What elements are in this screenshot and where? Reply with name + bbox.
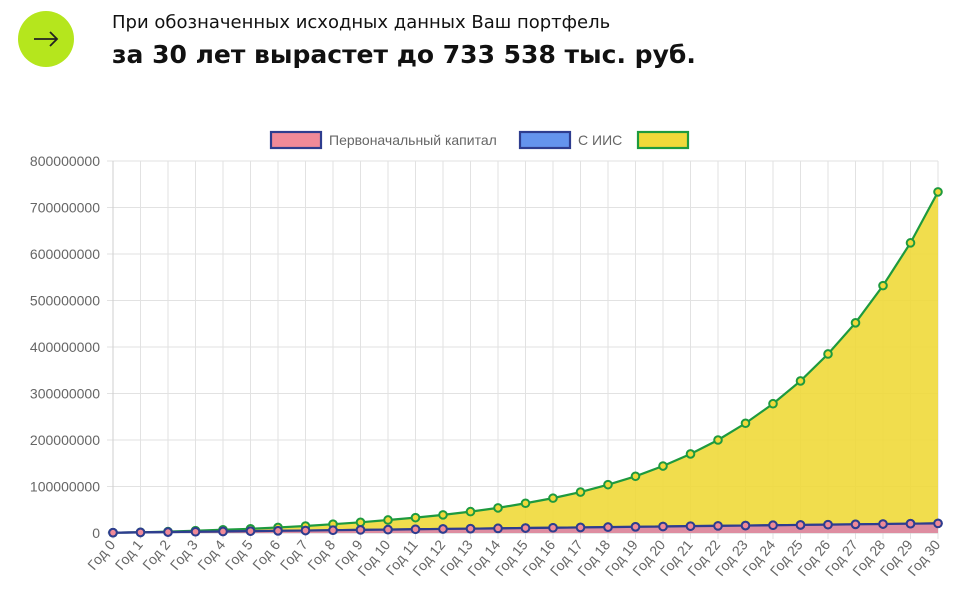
data-point-initial-capital bbox=[438, 524, 448, 534]
data-point-total bbox=[493, 503, 503, 513]
data-point-total bbox=[520, 498, 531, 509]
data-point-initial-capital bbox=[713, 521, 723, 531]
data-point-initial-capital bbox=[850, 519, 861, 530]
data-point-total bbox=[713, 435, 723, 445]
data-point-total bbox=[630, 471, 641, 482]
data-point-total bbox=[383, 515, 393, 525]
data-point-total bbox=[548, 493, 558, 503]
series-area-total bbox=[113, 191, 938, 533]
data-point-initial-capital bbox=[548, 522, 558, 533]
y-tick-label: 200000000 bbox=[30, 432, 100, 448]
data-point-total bbox=[740, 418, 751, 429]
data-point-total bbox=[905, 238, 916, 248]
data-point-initial-capital bbox=[795, 520, 806, 530]
data-point-initial-capital bbox=[245, 526, 256, 536]
legend-swatch-total bbox=[636, 130, 690, 150]
data-point-total bbox=[438, 510, 448, 520]
data-point-initial-capital bbox=[300, 525, 311, 536]
data-point-initial-capital bbox=[520, 523, 531, 533]
result-title: за 30 лет вырастет до 733 538 тыс. руб. bbox=[112, 40, 696, 69]
y-tick-label: 600000000 bbox=[30, 246, 100, 262]
x-tick-label: Год 8 bbox=[304, 536, 338, 572]
x-tick-label: Год 4 bbox=[194, 536, 228, 572]
legend-label-initial-capital: Первоначальный капитал bbox=[329, 132, 497, 148]
arrow-right-icon bbox=[34, 31, 59, 47]
data-point-initial-capital bbox=[108, 527, 118, 538]
data-point-initial-capital bbox=[410, 524, 421, 535]
data-point-total bbox=[658, 461, 668, 471]
data-point-initial-capital bbox=[355, 525, 366, 535]
data-point-initial-capital bbox=[328, 525, 338, 536]
x-tick-label: Год 6 bbox=[249, 536, 283, 572]
data-point-total bbox=[410, 512, 421, 523]
x-tick-label: Год 2 bbox=[139, 536, 173, 572]
y-tick-label: 500000000 bbox=[30, 293, 100, 309]
data-point-total bbox=[933, 187, 943, 197]
data-point-total bbox=[575, 487, 586, 497]
y-tick-label: 300000000 bbox=[30, 386, 100, 402]
x-tick-label: Год 1 bbox=[112, 536, 146, 572]
data-point-initial-capital bbox=[493, 523, 503, 534]
data-point-total bbox=[878, 280, 888, 291]
data-point-total bbox=[823, 349, 833, 359]
result-subtitle: При обозначенных исходных данных Ваш пор… bbox=[112, 12, 611, 33]
data-point-initial-capital bbox=[575, 522, 586, 533]
data-point-initial-capital bbox=[190, 526, 201, 537]
y-tick-label: 800000000 bbox=[30, 153, 100, 169]
data-point-total bbox=[685, 449, 696, 459]
data-point-initial-capital bbox=[630, 522, 641, 532]
data-point-initial-capital bbox=[218, 526, 228, 537]
data-point-initial-capital bbox=[135, 527, 146, 538]
y-tick-label: 100000000 bbox=[30, 479, 100, 495]
data-point-initial-capital bbox=[878, 519, 888, 529]
data-point-initial-capital bbox=[685, 521, 696, 531]
data-point-initial-capital bbox=[823, 519, 833, 530]
x-tick-label: Год 0 bbox=[84, 536, 118, 572]
data-point-total bbox=[795, 376, 806, 386]
data-point-total bbox=[355, 517, 366, 528]
data-point-initial-capital bbox=[383, 524, 393, 535]
legend-swatch-iis bbox=[518, 130, 572, 150]
x-tick-label: Год 7 bbox=[277, 536, 311, 572]
data-point-initial-capital bbox=[658, 521, 668, 532]
y-tick-label: 700000000 bbox=[30, 200, 100, 216]
x-tick-label: Год 5 bbox=[222, 536, 256, 572]
data-point-initial-capital bbox=[163, 527, 173, 537]
y-tick-label: 400000000 bbox=[30, 339, 100, 355]
data-point-total bbox=[768, 398, 778, 409]
data-point-initial-capital bbox=[603, 522, 613, 532]
y-tick-label: 0 bbox=[92, 525, 100, 541]
data-point-initial-capital bbox=[768, 520, 778, 531]
data-point-total bbox=[603, 479, 613, 490]
result-header: При обозначенных исходных данных Ваш пор… bbox=[0, 0, 960, 100]
x-tick-label: Год 3 bbox=[167, 536, 201, 572]
legend-swatch-initial-capital bbox=[269, 130, 323, 150]
data-point-total bbox=[850, 318, 861, 328]
legend-label-iis: С ИИС bbox=[578, 132, 622, 148]
next-button[interactable] bbox=[18, 11, 74, 67]
data-point-initial-capital bbox=[933, 518, 943, 529]
data-point-initial-capital bbox=[273, 526, 283, 536]
data-point-initial-capital bbox=[465, 523, 476, 534]
data-point-initial-capital bbox=[905, 518, 916, 529]
data-point-total bbox=[465, 506, 476, 517]
data-point-initial-capital bbox=[740, 520, 751, 531]
